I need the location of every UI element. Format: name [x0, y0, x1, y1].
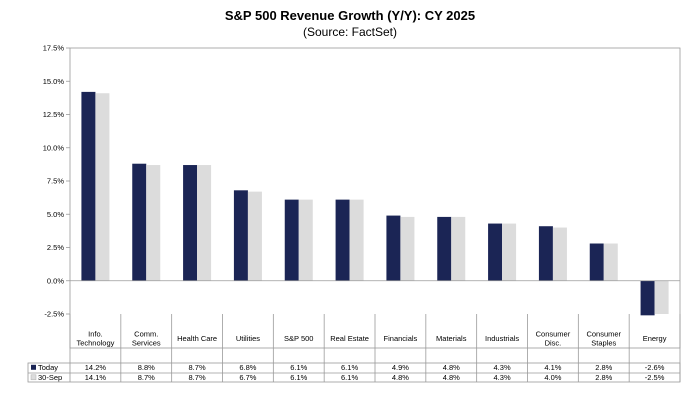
bar-30-sep: [451, 216, 466, 281]
data-label: 8.8%: [138, 363, 155, 372]
category-label: Comm. Services: [132, 330, 161, 348]
bar-today: [437, 216, 452, 281]
data-label: 4.8%: [443, 363, 460, 372]
category-label: Health Care: [177, 334, 217, 343]
y-tick-label: 12.5%: [43, 110, 65, 119]
data-label: 4.9%: [392, 363, 409, 372]
category-label: Materials: [436, 334, 467, 343]
data-label: 8.7%: [138, 373, 155, 382]
data-label: 4.0%: [544, 373, 561, 382]
bar-today: [284, 199, 299, 281]
bar-today: [589, 243, 604, 281]
category-label: Consumer Disc.: [536, 330, 571, 348]
bar-30-sep: [247, 191, 262, 281]
data-label: -2.6%: [645, 363, 665, 372]
bar-30-sep: [400, 216, 415, 281]
category-label: Info. Technology: [76, 330, 114, 348]
data-label: 4.1%: [544, 363, 561, 372]
data-label: -2.5%: [645, 373, 665, 382]
chart-subtitle: (Source: FactSet): [302, 25, 398, 39]
bar-30-sep: [146, 165, 161, 281]
y-tick-label: 10.0%: [43, 143, 65, 152]
bar-30-sep: [654, 280, 669, 314]
legend-swatch: [30, 374, 37, 381]
data-label: 6.1%: [290, 363, 307, 372]
data-label: 2.8%: [595, 373, 612, 382]
data-label: 4.3%: [494, 363, 511, 372]
bar-today: [538, 226, 553, 281]
legend-label: Today: [38, 363, 58, 372]
data-label: 6.7%: [239, 373, 256, 382]
category-label: Consumer Staples: [586, 330, 621, 348]
bar-30-sep: [95, 93, 110, 281]
bar-today: [81, 91, 96, 281]
legend-label: 30-Sep: [38, 373, 62, 382]
data-label: 6.1%: [341, 363, 358, 372]
bar-30-sep: [349, 199, 364, 281]
chart-title: S&P 500 Revenue Growth (Y/Y): CY 2025: [224, 8, 476, 23]
bar-today: [132, 163, 147, 281]
bar-30-sep: [603, 243, 618, 281]
category-label: Financials: [384, 334, 418, 343]
bar-today: [183, 165, 198, 281]
data-label: 4.8%: [443, 373, 460, 382]
y-tick-label: 2.5%: [47, 243, 64, 252]
data-label: 14.1%: [85, 373, 107, 382]
bar-30-sep: [298, 199, 313, 281]
category-label: Utilities: [236, 334, 260, 343]
data-label: 2.8%: [595, 363, 612, 372]
category-label: Industrials: [485, 334, 519, 343]
y-tick-label: 0.0%: [47, 276, 64, 285]
data-label: 8.7%: [189, 373, 206, 382]
legend-swatch: [31, 364, 36, 370]
data-label: 6.1%: [290, 373, 307, 382]
category-label: Energy: [643, 334, 667, 343]
bar-today: [233, 190, 248, 281]
plot-area: [69, 47, 681, 349]
data-label: 14.2%: [85, 363, 107, 372]
category-label: Real Estate: [330, 334, 369, 343]
data-label: 6.8%: [239, 363, 256, 372]
data-label: 4.3%: [494, 373, 511, 382]
bar-30-sep: [552, 227, 567, 281]
data-label: 4.8%: [392, 373, 409, 382]
data-label: 8.7%: [189, 363, 206, 372]
bar-30-sep: [197, 165, 212, 281]
bar-today: [386, 215, 401, 281]
y-tick-label: 17.5%: [43, 44, 65, 53]
data-label: 6.1%: [341, 373, 358, 382]
y-tick-label: 5.0%: [47, 210, 64, 219]
bar-today: [640, 280, 655, 316]
y-tick-label: 15.0%: [43, 77, 65, 86]
bar-today: [488, 223, 503, 281]
category-label: S&P 500: [284, 334, 313, 343]
y-tick-label: 7.5%: [47, 177, 64, 186]
bar-today: [335, 199, 350, 281]
bar-30-sep: [502, 223, 517, 281]
y-tick-label: -2.5%: [44, 310, 64, 319]
